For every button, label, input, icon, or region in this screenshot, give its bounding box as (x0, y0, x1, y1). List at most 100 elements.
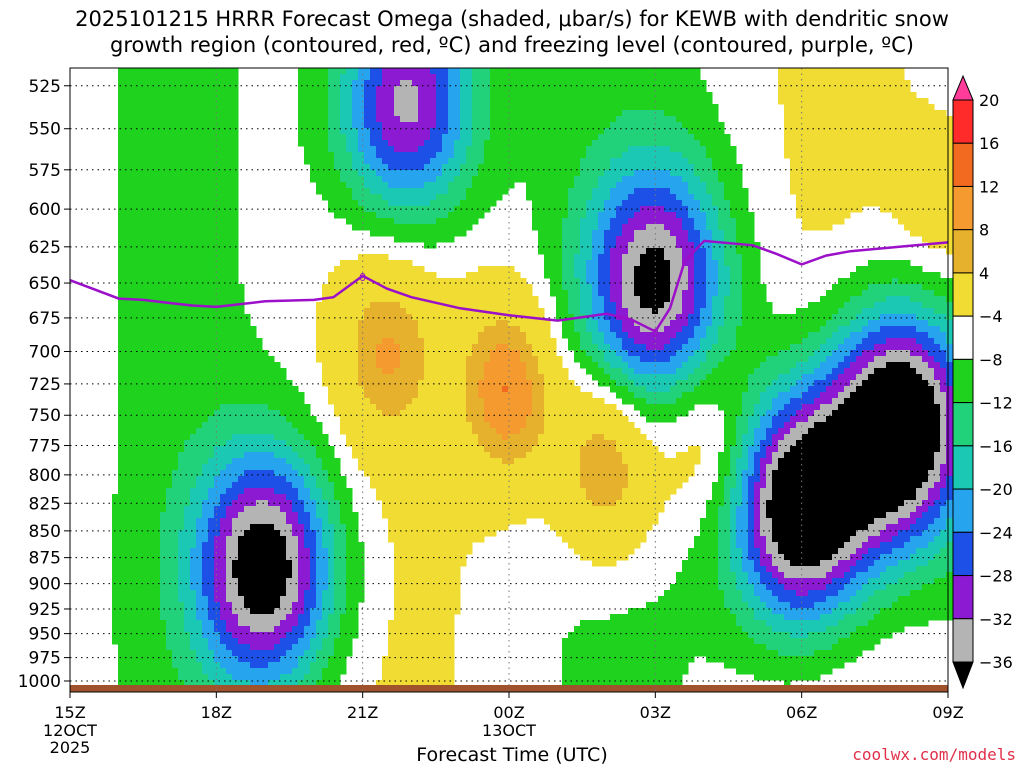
omega-cell (634, 230, 641, 237)
omega-cell (832, 92, 839, 99)
omega-cell (730, 164, 737, 171)
omega-cell (196, 170, 203, 177)
omega-cell (706, 146, 713, 153)
omega-cell (406, 320, 413, 327)
omega-cell (334, 284, 341, 291)
omega-cell (556, 254, 563, 261)
omega-cell (880, 140, 887, 147)
omega-cell (388, 308, 395, 315)
omega-cell (148, 236, 155, 243)
omega-cell (178, 278, 185, 285)
omega-cell (634, 194, 641, 201)
omega-cell (346, 116, 353, 123)
omega-cell (346, 86, 353, 93)
omega-cell (388, 146, 395, 153)
omega-cell (454, 206, 461, 213)
omega-cell (724, 242, 731, 249)
omega-cell (682, 128, 689, 135)
omega-cell (130, 146, 137, 153)
omega-cell (550, 236, 557, 243)
omega-cell (898, 134, 905, 141)
omega-cell (628, 290, 635, 297)
omega-cell (886, 326, 893, 333)
omega-cell (352, 92, 359, 99)
omega-cell (742, 248, 749, 255)
omega-cell (124, 164, 131, 171)
omega-cell (472, 320, 479, 327)
omega-cell (196, 176, 203, 183)
omega-cell (808, 218, 815, 225)
omega-cell (946, 338, 953, 345)
omega-cell (610, 254, 617, 261)
omega-cell (190, 332, 197, 339)
omega-cell (394, 296, 401, 303)
omega-cell (928, 218, 935, 225)
omega-cell (358, 212, 365, 219)
omega-cell (946, 302, 953, 309)
omega-cell (826, 290, 833, 297)
omega-cell (340, 128, 347, 135)
omega-cell (382, 146, 389, 153)
omega-cell (538, 104, 545, 111)
omega-cell (394, 236, 401, 243)
omega-cell (406, 206, 413, 213)
omega-cell (934, 122, 941, 129)
omega-cell (724, 266, 731, 273)
omega-cell (370, 80, 377, 87)
omega-cell (640, 146, 647, 153)
omega-cell (472, 104, 479, 111)
omega-cell (118, 212, 125, 219)
omega-cell (400, 176, 407, 183)
omega-cell (910, 122, 917, 129)
omega-cell (898, 212, 905, 219)
omega-cell (880, 182, 887, 189)
omega-cell (790, 128, 797, 135)
omega-cell (694, 188, 701, 195)
omega-cell (688, 236, 695, 243)
omega-cell (826, 128, 833, 135)
omega-cell (856, 182, 863, 189)
omega-cell (592, 170, 599, 177)
omega-cell (802, 170, 809, 177)
omega-cell (502, 188, 509, 195)
omega-cell (886, 320, 893, 327)
omega-cell (886, 188, 893, 195)
omega-cell (820, 68, 827, 75)
omega-cell (580, 248, 587, 255)
omega-cell (184, 248, 191, 255)
omega-cell (382, 326, 389, 333)
omega-cell (610, 164, 617, 171)
omega-cell (676, 206, 683, 213)
omega-cell (406, 86, 413, 93)
omega-cell (220, 194, 227, 201)
omega-cell (910, 182, 917, 189)
omega-cell (550, 122, 557, 129)
omega-cell (382, 218, 389, 225)
omega-cell (598, 98, 605, 105)
omega-cell (910, 326, 917, 333)
omega-cell (412, 110, 419, 117)
omega-cell (598, 74, 605, 81)
omega-cell (700, 290, 707, 297)
omega-cell (850, 338, 857, 345)
omega-cell (820, 296, 827, 303)
omega-cell (790, 134, 797, 141)
omega-cell (190, 140, 197, 147)
omega-cell (514, 86, 521, 93)
omega-cell (448, 98, 455, 105)
omega-cell (574, 68, 581, 75)
omega-cell (502, 266, 509, 273)
omega-cell (466, 176, 473, 183)
omega-cell (694, 218, 701, 225)
omega-cell (160, 110, 167, 117)
omega-cell (640, 338, 647, 345)
omega-cell (448, 110, 455, 117)
omega-cell (496, 308, 503, 315)
omega-cell (646, 188, 653, 195)
omega-cell (358, 224, 365, 231)
omega-cell (388, 80, 395, 87)
omega-cell (496, 278, 503, 285)
omega-cell (580, 284, 587, 291)
omega-cell (232, 254, 239, 261)
omega-cell (400, 128, 407, 135)
